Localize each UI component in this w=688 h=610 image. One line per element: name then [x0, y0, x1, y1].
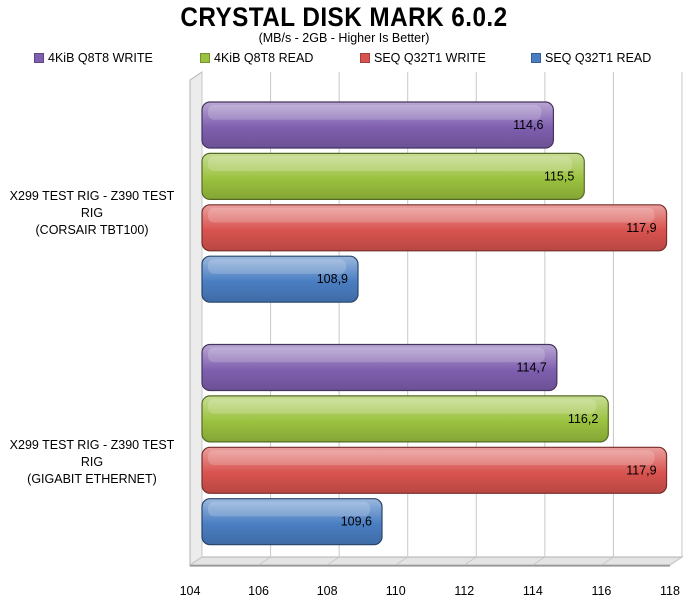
data-label: 115,5 [544, 169, 574, 183]
floor-grid-line [189, 556, 203, 566]
floor-grid-line [395, 556, 408, 566]
legend-swatch [531, 53, 541, 63]
data-label: 109,6 [341, 515, 372, 529]
x-tick-label: 116 [591, 584, 612, 598]
bar [201, 343, 558, 392]
category-label-line: X299 TEST RIG - Z390 TEST RIG [9, 189, 175, 220]
legend-label: 4KiB Q8T8 WRITE [48, 51, 153, 65]
legend-swatch [200, 53, 210, 63]
x-tick-label: 106 [248, 584, 269, 598]
bar-highlight [208, 105, 542, 120]
category-label-line: (CORSAIR TBT100) [35, 223, 149, 237]
data-label: 114,7 [516, 361, 546, 375]
bar-highlight [208, 156, 573, 172]
legend-swatch [34, 53, 44, 63]
category-label-line: X299 TEST RIG - Z390 TEST RIG [9, 438, 175, 469]
x-tick-label: 108 [316, 584, 338, 598]
bar [201, 446, 668, 494]
data-label: 116,2 [568, 412, 598, 426]
category-label-line: (GIGABIT ETHERNET) [27, 472, 157, 486]
x-tick-label: 104 [179, 584, 201, 598]
floor-grid-line [601, 556, 614, 566]
floor-grid-line [464, 556, 477, 566]
legend-item-4k-read: 4KiB Q8T8 READ [200, 51, 313, 65]
data-label: 117,9 [626, 221, 656, 235]
bar-highlight [208, 398, 597, 414]
side-wall [189, 71, 203, 566]
bar [201, 498, 383, 546]
legend-label: SEQ Q32T1 READ [545, 51, 652, 65]
bar [201, 395, 609, 443]
legend: 4KiB Q8T8 WRITE 4KiB Q8T8 READ SEQ Q32T1… [0, 51, 688, 69]
chart-title: CRYSTAL DISK MARK 6.0.2 [180, 2, 508, 32]
bar [201, 152, 585, 200]
x-tick-label: 112 [454, 584, 475, 598]
legend-label: SEQ Q32T1 WRITE [374, 51, 486, 65]
legend-item-seq-write: SEQ Q32T1 WRITE [360, 51, 486, 65]
legend-swatch [360, 53, 370, 63]
legend-item-seq-read: SEQ Q32T1 READ [531, 51, 651, 65]
category-label: X299 TEST RIG - Z390 TEST RIG (GIGABIT E… [0, 437, 184, 488]
category-label: X299 TEST RIG - Z390 TEST RIG (CORSAIR T… [0, 188, 184, 239]
data-label: 114,6 [513, 118, 543, 132]
bar-highlight [208, 207, 655, 223]
x-tick-label: 118 [660, 584, 680, 598]
bar-highlight [208, 347, 545, 363]
bar-highlight [208, 259, 346, 274]
bar [201, 204, 668, 252]
floor-grid-line [532, 556, 546, 566]
legend-label: 4KiB Q8T8 READ [214, 51, 314, 65]
bar-highlight [208, 450, 655, 466]
floor-grid-line [258, 556, 271, 566]
x-tick-label: 110 [385, 584, 406, 598]
x-tick-label: 114 [522, 584, 543, 598]
data-label: 108,9 [317, 272, 348, 286]
data-label: 117,9 [626, 463, 656, 477]
floor-grid-line [326, 556, 340, 566]
floor-grid-line [669, 556, 683, 566]
legend-item-4k-write: 4KiB Q8T8 WRITE [34, 51, 153, 65]
bar [201, 101, 555, 149]
chart-subtitle: (MB/s - 2GB - Higher Is Better) [258, 31, 430, 45]
bar-highlight [208, 501, 370, 517]
bar [201, 255, 359, 303]
